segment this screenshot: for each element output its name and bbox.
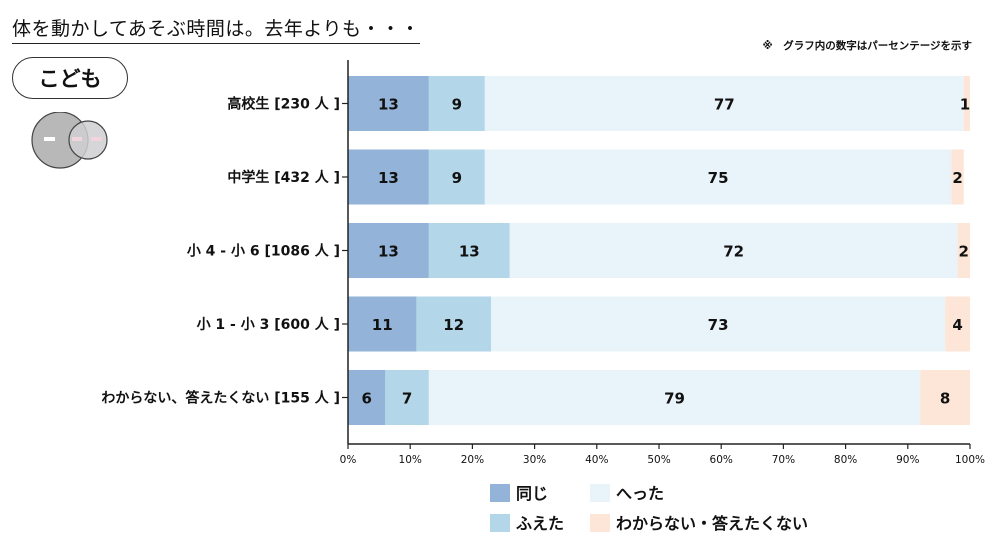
bar-segment xyxy=(957,223,970,278)
data-label: 73 xyxy=(708,316,729,334)
bar-segment xyxy=(416,296,492,352)
x-tick-label: 60% xyxy=(710,454,733,466)
legend-swatch xyxy=(490,514,510,532)
data-label: 4 xyxy=(952,316,962,334)
data-label: 11 xyxy=(372,316,393,334)
legend-label: わからない・答えたくない xyxy=(616,514,808,533)
bar-segment xyxy=(963,76,970,131)
legend-label: 同じ xyxy=(516,484,548,503)
bar-segment xyxy=(428,370,921,425)
bar-segment xyxy=(348,149,429,205)
legend-label: ふえた xyxy=(516,514,564,533)
data-label: 8 xyxy=(940,390,950,408)
category-label: 中学生 [432 人 ] xyxy=(227,169,340,186)
data-label: 2 xyxy=(952,169,962,187)
x-tick-label: 70% xyxy=(772,454,795,466)
data-label: 1 xyxy=(960,96,970,114)
data-label: 6 xyxy=(361,390,371,408)
bar-segment xyxy=(385,370,429,425)
data-label: 13 xyxy=(378,169,399,187)
category-label: 小 1 - 小 3 [600 人 ] xyxy=(197,316,340,333)
x-tick-label: 100% xyxy=(955,454,985,466)
bar-segment xyxy=(945,296,970,352)
data-label: 13 xyxy=(459,243,480,261)
data-label: 12 xyxy=(443,316,464,334)
x-tick-label: 90% xyxy=(896,454,919,466)
percentage-note: ※ グラフ内の数字はパーセンテージを示す xyxy=(762,40,973,52)
bar-segment xyxy=(484,149,952,205)
data-label: 75 xyxy=(708,169,729,187)
bar-segment xyxy=(509,223,958,278)
x-tick-label: 20% xyxy=(461,454,484,466)
data-label: 9 xyxy=(452,96,462,114)
x-tick-label: 10% xyxy=(399,454,422,466)
x-tick-label: 40% xyxy=(585,454,608,466)
bar-segment xyxy=(428,76,485,131)
bar-segment xyxy=(348,370,386,425)
x-tick-label: 0% xyxy=(340,454,357,466)
bar-segment xyxy=(484,76,964,131)
legend-swatch xyxy=(590,484,610,502)
bar-segment xyxy=(920,370,970,425)
data-label: 7 xyxy=(402,390,412,408)
legend-label: へった xyxy=(616,484,664,503)
venn-icon xyxy=(31,112,108,169)
x-tick-label: 50% xyxy=(647,454,670,466)
data-label: 77 xyxy=(714,96,735,114)
data-label: 72 xyxy=(723,243,744,261)
x-tick-label: 30% xyxy=(523,454,546,466)
data-label: 2 xyxy=(959,243,969,261)
category-label: 小 4 - 小 6 [1086 人 ] xyxy=(187,243,340,260)
bar-segment xyxy=(348,296,417,352)
bar-segment xyxy=(951,149,964,205)
bar-segment xyxy=(491,296,946,352)
bar-segment xyxy=(348,223,429,278)
data-label: 13 xyxy=(378,96,399,114)
bar-segment xyxy=(428,223,510,278)
group-badge: こども xyxy=(12,57,128,99)
x-tick-label: 80% xyxy=(834,454,857,466)
legend-swatch xyxy=(490,484,510,502)
data-label: 79 xyxy=(664,390,685,408)
category-label: わからない、答えたくない [155 人 ] xyxy=(101,390,340,407)
data-label: 13 xyxy=(378,243,399,261)
bar-segment xyxy=(348,76,429,131)
category-label: 高校生 [230 人 ] xyxy=(227,96,340,113)
bar-segment xyxy=(428,149,485,205)
legend-swatch xyxy=(590,514,610,532)
chart-title: 体を動かしてあそぶ時間は。去年よりも・・・ xyxy=(12,14,420,44)
data-label: 9 xyxy=(452,169,462,187)
